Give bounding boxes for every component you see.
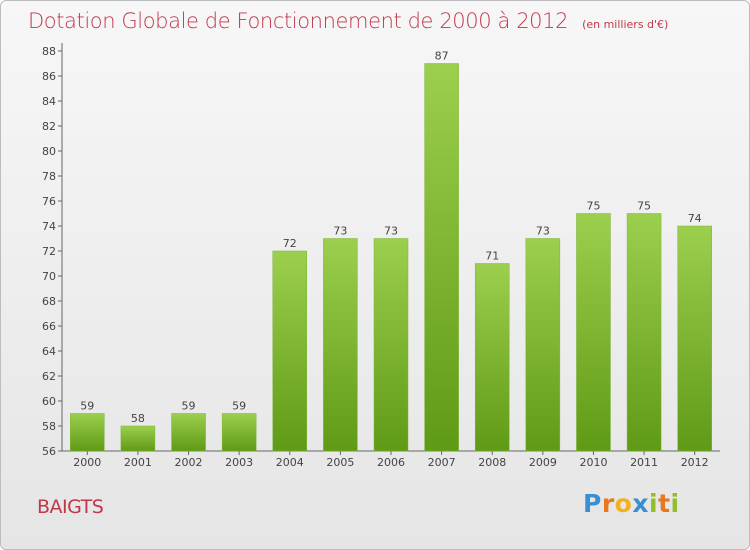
x-tick-label-2001: 2001: [124, 456, 152, 469]
data-label-2012: 74: [688, 212, 702, 225]
x-tick-label-2005: 2005: [326, 456, 354, 469]
bar-2005: [323, 238, 358, 452]
proxiti-logo[interactable]: Proxiti: [583, 489, 680, 518]
x-tick-label-2002: 2002: [175, 456, 203, 469]
data-label-2009: 73: [536, 225, 550, 238]
x-axis: 2000 2001 2002 2003 2004 2005 2006 2007 2008 2009…: [62, 450, 720, 469]
data-label-2010: 75: [586, 200, 600, 213]
data-label-2003: 59: [232, 400, 246, 413]
x-tick-label-2004: 2004: [276, 456, 304, 469]
y-tick-label: 64: [42, 345, 56, 358]
y-tick-label: 68: [42, 295, 56, 308]
bar-2007: [424, 63, 459, 452]
y-tick-label: 88: [42, 45, 56, 58]
logo-letter: P: [583, 489, 602, 518]
x-tick-label-2007: 2007: [428, 456, 456, 469]
y-tick-label: 84: [42, 95, 56, 108]
bar-2001: [120, 425, 156, 452]
data-label-2011: 75: [637, 200, 651, 213]
y-tick-label: 66: [42, 320, 56, 333]
y-tick-label: 56: [42, 445, 56, 458]
commune-name: BAIGTS: [37, 496, 104, 518]
data-label-2000: 59: [80, 400, 94, 413]
data-label-2005: 73: [333, 225, 347, 238]
bars: [70, 63, 712, 452]
bar-2003: [221, 413, 257, 452]
y-tick-label: 80: [42, 145, 56, 158]
bar-2010: [576, 213, 611, 452]
x-tick-label-2000: 2000: [73, 456, 101, 469]
bar-labels: 59 58 59 59 72 73 73 87 71 73 75 75 74: [80, 50, 701, 426]
x-tick-label-2011: 2011: [630, 456, 658, 469]
data-label-2001: 58: [131, 412, 145, 425]
bar-2008: [474, 263, 510, 452]
bar-2004: [272, 250, 308, 452]
chart-title: Dotation Globale de Fonctionnement de 20…: [28, 9, 668, 33]
x-tick-label-2008: 2008: [478, 456, 506, 469]
y-tick-label: 62: [42, 370, 56, 383]
x-tick-label-2006: 2006: [377, 456, 405, 469]
bar-2011: [626, 213, 662, 452]
logo-letter: i: [649, 489, 659, 518]
bar-2000: [70, 413, 105, 452]
data-label-2006: 73: [384, 225, 398, 238]
x-tick-label-2010: 2010: [579, 456, 607, 469]
data-label-2007: 87: [435, 50, 449, 63]
y-tick-label: 60: [42, 395, 56, 408]
logo-letter: t: [658, 489, 671, 518]
logo-letter: o: [614, 489, 633, 518]
y-tick-label: 76: [42, 195, 56, 208]
x-tick-label-2009: 2009: [529, 456, 557, 469]
y-tick-label: 78: [42, 170, 56, 183]
y-tick-label: 70: [42, 270, 56, 283]
x-tick-label-2003: 2003: [225, 456, 253, 469]
y-axis: 56 58 60 62 64 66 68 70 72 74 76 78 80 82 84 86 88: [42, 43, 63, 458]
y-tick-label: 72: [42, 245, 56, 258]
bar-2012: [677, 225, 712, 452]
logo-letter: x: [632, 489, 649, 518]
data-label-2002: 59: [182, 400, 196, 413]
y-tick-label: 82: [42, 120, 56, 133]
bar-2006: [373, 238, 409, 452]
y-tick-label: 58: [42, 420, 56, 433]
x-tick-label-2012: 2012: [681, 456, 709, 469]
bar-2009: [525, 238, 561, 452]
data-label-2008: 71: [485, 250, 499, 263]
chart-title-text: Dotation Globale de Fonctionnement de 20…: [28, 9, 569, 33]
y-tick-label: 86: [42, 70, 56, 83]
chart-unit-label: (en milliers d'€): [582, 18, 669, 31]
data-label-2004: 72: [283, 237, 297, 250]
y-tick-label: 74: [42, 220, 56, 233]
bar-2002: [171, 413, 206, 452]
logo-letter: i: [670, 489, 680, 518]
logo-letter: r: [601, 489, 615, 518]
